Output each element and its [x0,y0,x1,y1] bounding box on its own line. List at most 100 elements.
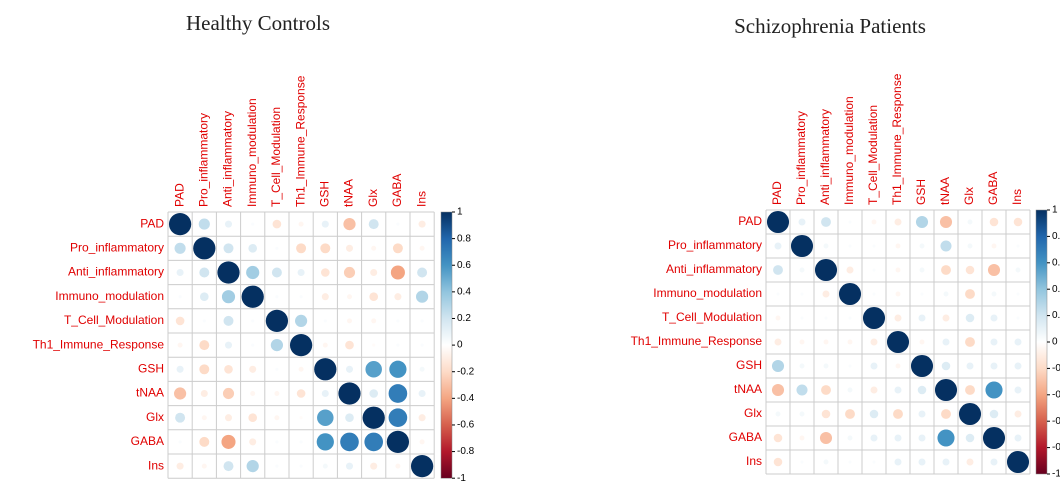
correlation-circle [982,426,1006,450]
correlation-circle [800,460,804,464]
correlation-circle [775,411,781,417]
correlation-circle [872,292,876,296]
correlation-circle [251,319,255,323]
correlation-circle [940,240,952,252]
correlation-circle [369,292,379,302]
correlation-circle [338,382,361,405]
correlation-circle [965,289,975,299]
correlation-circle [345,413,354,423]
colorbar-tick-label: 0.2 [1052,310,1060,321]
correlation-circle [396,319,400,323]
correlation-circle [410,454,434,478]
correlation-circle [870,434,878,442]
row-label: Ins [746,454,762,468]
correlation-circle [416,290,429,303]
correlation-circle [987,263,1001,277]
correlation-circle [176,268,184,277]
correlation-circle [819,431,833,445]
correlation-circle [322,463,328,469]
colorbar-tick-label: -0.6 [1052,416,1060,427]
correlation-circle [766,210,790,234]
correlation-circle [1013,217,1023,227]
column-label: Ins [414,191,428,207]
correlation-circle [821,217,831,227]
column-label: Pro_inflammatory [794,111,808,205]
correlation-circle [871,219,877,225]
correlation-circle [796,384,808,396]
colorbar-tick-label: 0.2 [457,313,471,324]
correlation-circle [934,378,958,402]
row-label: Th1_Immune_Response [33,337,165,351]
correlation-circle [941,409,951,419]
correlation-circle [371,318,377,324]
correlation-circle [417,267,428,278]
correlation-circle [345,462,354,470]
correlation-circle [862,306,886,330]
correlation-circle [966,362,974,370]
correlation-circle [418,414,426,422]
correlation-circle [395,463,401,469]
correlation-circle [347,318,352,324]
correlation-circle [848,244,852,248]
correlation-circle [178,295,182,299]
correlation-circle [176,365,184,373]
row-label: GSH [736,358,762,372]
correlation-circle [939,215,953,229]
correlation-circle [823,363,829,369]
correlation-circle [799,411,805,417]
correlation-circle [886,330,910,354]
correlation-circle [295,314,308,327]
colorbar-tick-label: -0.2 [457,366,475,377]
correlation-circle [369,389,379,398]
row-label: Immuno_modulation [653,286,762,300]
correlation-circle [821,385,831,395]
correlation-circle [200,389,208,398]
row-label: Th1_Immune_Response [631,334,763,348]
correlation-circle [299,416,303,420]
correlation-circle [919,267,925,273]
correlation-circle [270,339,283,352]
correlation-circle [370,462,378,470]
correlation-circle [910,354,934,378]
row-label: Anti_inflammatory [666,262,762,276]
correlation-circle [299,295,303,299]
correlation-circle [250,391,256,396]
correlation-circle [343,266,356,279]
correlation-circle [800,316,804,320]
correlation-circle [246,265,260,280]
correlation-circle [246,460,259,473]
correlation-circle [847,339,853,345]
row-label: Glx [146,410,164,424]
colorbar-tick-label: -1 [1052,469,1060,480]
correlation-circle [175,316,185,326]
correlation-circle [823,243,829,249]
correlation-circle [773,457,783,467]
correlation-circle [958,402,982,426]
correlation-circle [175,412,186,423]
correlation-circle [918,458,926,466]
colorbar-tick-label: 1 [457,207,463,218]
correlation-circle [251,343,255,347]
correlation-circle [193,237,216,260]
correlation-circle [321,293,329,301]
correlation-circle [343,218,356,231]
row-label: T_Cell_Modulation [662,310,762,324]
correlation-circle [1014,434,1022,442]
correlation-circle [799,339,805,345]
correlation-circle [943,291,949,297]
correlation-circle [790,234,814,258]
correlation-circle [372,343,376,347]
row-label: PAD [140,216,164,230]
correlation-circle [798,218,806,226]
colorbar-tick-label: 0 [457,340,463,351]
correlation-circle [869,409,879,419]
correlation-circle [418,220,426,228]
correlation-circle [776,292,780,296]
correlation-circle [174,387,187,400]
column-label: PAD [172,183,186,207]
correlation-circle [265,309,289,333]
column-label: T_Cell_Modulation [866,105,880,205]
correlation-circle [799,435,805,441]
correlation-circle [919,243,925,249]
correlation-circle [799,363,805,369]
